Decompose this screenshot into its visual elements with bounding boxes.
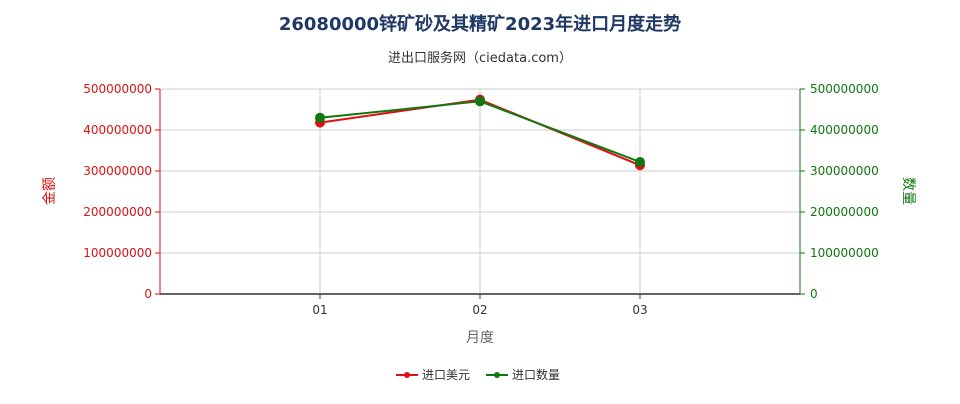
chart-subtitle: 进出口服务网（ciedata.com）	[388, 50, 572, 66]
right-y-tick-label: 400000000	[810, 123, 879, 137]
legend-swatch-marker	[404, 372, 410, 378]
grid-layer	[159, 88, 801, 295]
left-y-tick-label: 0	[144, 287, 152, 301]
x-tick-label: 03	[632, 303, 647, 317]
x-tick-label: 02	[472, 303, 487, 317]
left-y-tick-label: 100000000	[83, 246, 152, 260]
right-y-tick-label: 0	[810, 287, 818, 301]
right-y-tick-label: 200000000	[810, 205, 879, 219]
legend-swatch-marker	[494, 372, 500, 378]
legend-label: 进口美元	[422, 368, 470, 382]
right-y-tick-label: 500000000	[810, 82, 879, 96]
series-2-point	[475, 96, 485, 107]
left-y-tick-label: 300000000	[83, 164, 152, 178]
x-axis-title: 月度	[466, 330, 494, 346]
right-y-tick-label: 300000000	[810, 164, 879, 178]
right-axis-title: 数量	[900, 177, 916, 205]
chart-title: 26080000锌矿砂及其精矿2023年进口月度走势	[279, 13, 681, 35]
legend-label: 进口数量	[512, 367, 560, 382]
series-2-point	[635, 156, 645, 167]
x-tick-label: 01	[312, 303, 327, 317]
right-y-tick-label: 100000000	[810, 246, 879, 260]
axes-layer: 0 0 100000000 100000000 200000000 200000000 30…	[83, 82, 878, 317]
left-y-tick-label: 500000000	[83, 82, 152, 96]
series-layer	[315, 94, 645, 171]
series-2-point	[315, 112, 325, 123]
left-y-tick-label: 200000000	[83, 205, 152, 219]
legend: 进口美元 进口数量	[396, 367, 560, 382]
left-y-tick-label: 400000000	[83, 123, 152, 137]
left-axis-title: 金额	[42, 177, 58, 205]
